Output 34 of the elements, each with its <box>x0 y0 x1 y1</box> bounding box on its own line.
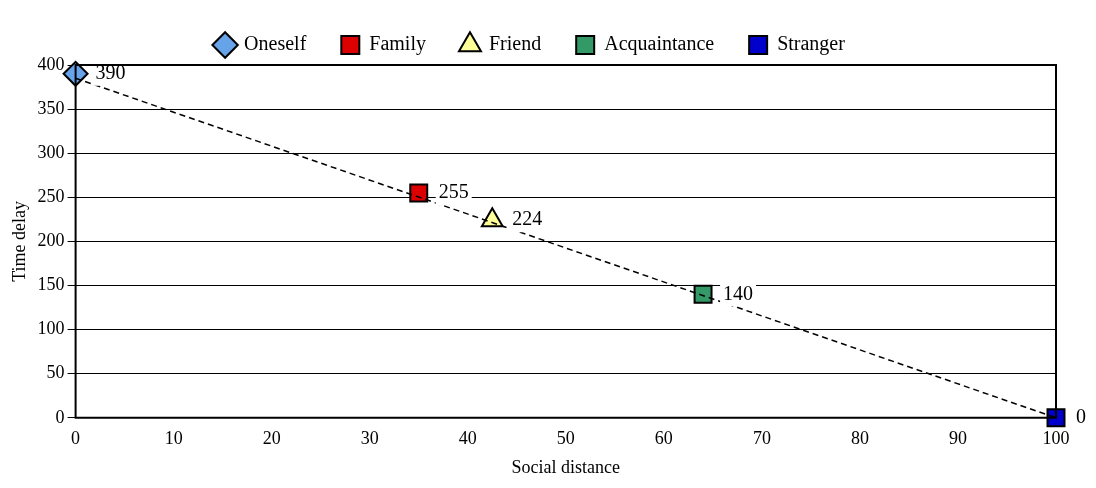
legend-label: Friend <box>488 32 542 55</box>
y-tick-label: 300 <box>37 141 65 162</box>
x-tick-label: 90 <box>948 428 967 449</box>
y-tick-label: 150 <box>37 274 65 295</box>
x-tick-label: 10 <box>164 428 183 449</box>
legend-label: Acquaintance <box>604 32 715 56</box>
y-tick-label: 250 <box>37 186 65 207</box>
y-tick-label: 0 <box>55 406 65 427</box>
point <box>409 183 429 203</box>
y-tick-label: 50 <box>46 362 65 383</box>
data-label: 224 <box>512 207 543 230</box>
legend-label: Family <box>369 32 426 56</box>
data-label: 255 <box>438 180 469 203</box>
x-tick-label: 0 <box>71 428 81 449</box>
x-tick-label: 40 <box>458 428 477 449</box>
x-tick-label: 20 <box>262 428 281 449</box>
point <box>62 60 89 87</box>
data-label: 140 <box>723 281 754 304</box>
y-tick-label: 400 <box>37 53 65 74</box>
x-tick-label: 60 <box>654 428 673 449</box>
x-tick-label: 70 <box>752 428 771 449</box>
legend-label: Oneself <box>244 32 307 55</box>
y-tick-label: 350 <box>37 97 65 118</box>
x-tick-label: 100 <box>1042 428 1070 449</box>
legend-label: Stranger <box>777 32 846 56</box>
data-label: 0 <box>1076 405 1086 428</box>
x-axis-title: Social distance <box>511 456 621 477</box>
y-tick-label: 100 <box>37 318 65 339</box>
y-tick-label: 200 <box>37 230 65 251</box>
point <box>693 284 713 304</box>
x-tick-label: 80 <box>850 428 869 449</box>
x-tick-label: 50 <box>556 428 575 449</box>
y-axis-title: Time delay <box>8 200 29 282</box>
x-tick-label: 30 <box>360 428 379 449</box>
